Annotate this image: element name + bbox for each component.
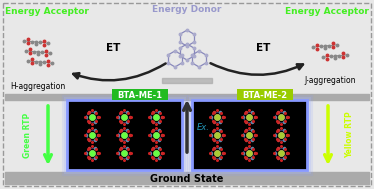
FancyBboxPatch shape	[67, 100, 182, 170]
Text: H-aggregation: H-aggregation	[10, 82, 65, 91]
Text: Ex.: Ex.	[197, 123, 210, 132]
Text: Ground State: Ground State	[150, 174, 224, 184]
Bar	[5, 94, 369, 100]
Text: J-aggregation: J-aggregation	[304, 76, 356, 85]
Text: Energy Acceptor: Energy Acceptor	[5, 7, 89, 16]
Text: Energy Acceptor: Energy Acceptor	[285, 7, 369, 16]
Bar	[5, 172, 369, 184]
Text: BTA-ME-2: BTA-ME-2	[242, 91, 288, 100]
Text: BTA-ME-1: BTA-ME-1	[117, 91, 163, 100]
FancyBboxPatch shape	[112, 89, 168, 100]
Text: Energy Donor: Energy Donor	[152, 5, 222, 14]
Text: ET: ET	[256, 43, 270, 53]
Text: ET: ET	[106, 43, 120, 53]
Text: Yellow RTP: Yellow RTP	[346, 112, 355, 158]
Bar	[162, 78, 212, 83]
FancyBboxPatch shape	[237, 89, 293, 100]
Text: Green RTP: Green RTP	[24, 112, 33, 158]
FancyBboxPatch shape	[192, 100, 307, 170]
